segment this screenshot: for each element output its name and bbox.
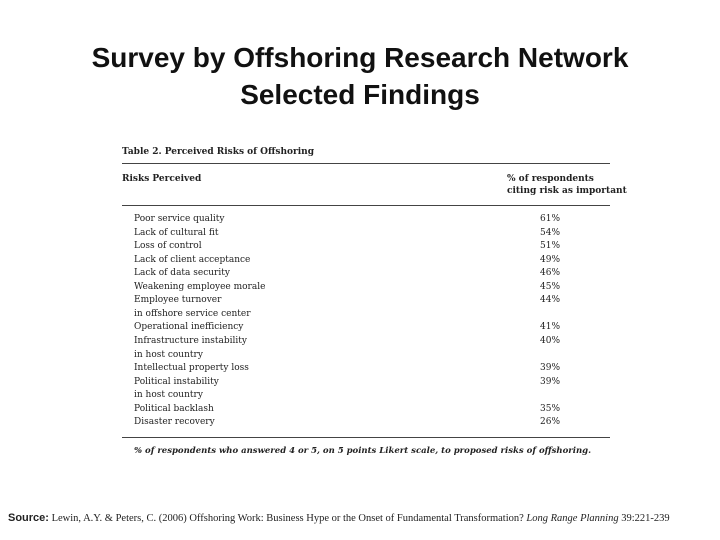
cell-risk: Operational inefficiency	[134, 322, 244, 333]
cell-value: 61%	[540, 214, 561, 224]
cell-value: 51%	[540, 241, 561, 252]
cell-risk: Weakening employee morale	[134, 281, 266, 292]
cell-value: 39%	[540, 363, 561, 374]
cell-value: 40%	[540, 335, 561, 346]
slide-subtitle: Selected Findings	[240, 79, 480, 110]
source: Source: Lewin, A.Y. & Peters, C. (2006) …	[8, 512, 720, 524]
cell-risk: Employee turnover	[134, 295, 222, 306]
header-value: % of respondents	[507, 174, 594, 184]
cell-risk: Political backlash	[134, 403, 214, 414]
header-value: citing risk as important	[507, 186, 627, 196]
cell-risk: in host country	[134, 349, 203, 360]
source-pages: 39:221-239	[621, 513, 670, 524]
cell-value: 35%	[540, 403, 561, 414]
cell-risk: Infrastructure instability	[134, 335, 248, 346]
cell-risk: Disaster recovery	[134, 417, 215, 428]
cell-value: 44%	[540, 295, 561, 306]
cell-value: 41%	[540, 322, 561, 333]
cell-risk: Loss of control	[134, 241, 202, 252]
rule	[122, 437, 610, 438]
cell-risk: Lack of client acceptance	[134, 254, 251, 265]
cell-value: 49%	[540, 254, 561, 265]
source-journal: Long Range Planning	[526, 513, 619, 524]
cell-value: 54%	[540, 227, 561, 238]
cell-value: 26%	[540, 417, 561, 428]
slide-title: Survey by Offshoring Research Network	[91, 42, 629, 73]
cell-value: 45%	[540, 281, 561, 292]
source-label: Source:	[8, 512, 49, 524]
rule	[122, 163, 610, 164]
cell-risk: Intellectual property loss	[134, 363, 249, 374]
cell-risk: Lack of cultural fit	[134, 227, 219, 238]
cell-risk: Lack of data security	[134, 268, 230, 279]
cell-value: 46%	[540, 268, 561, 279]
source-text: Lewin, A.Y. & Peters, C. (2006) Offshori…	[51, 513, 524, 524]
rule	[122, 205, 610, 206]
cell-risk: in offshore service center	[134, 308, 251, 319]
cell-risk: Poor service quality	[134, 214, 225, 224]
cell-risk: in host country	[134, 390, 203, 401]
header-risk: Risks Perceived	[122, 174, 202, 184]
table-caption: Table 2. Perceived Risks of Offshoring	[122, 147, 315, 157]
cell-risk: Political instability	[134, 376, 219, 387]
cell-value: 39%	[540, 376, 561, 387]
footnote: % of respondents who answered 4 or 5, on…	[134, 446, 592, 456]
